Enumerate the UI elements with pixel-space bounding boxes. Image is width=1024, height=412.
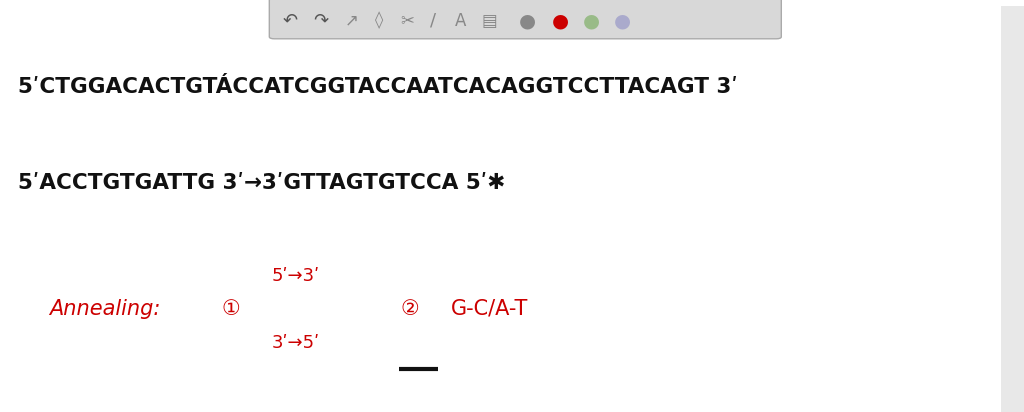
Text: ✂: ✂ <box>400 12 415 30</box>
Text: ●: ● <box>584 11 600 30</box>
Text: ▤: ▤ <box>481 12 498 30</box>
Text: 3ʹ→5ʹ: 3ʹ→5ʹ <box>271 334 319 352</box>
Text: ①: ① <box>221 299 240 318</box>
Text: ↷: ↷ <box>313 12 328 30</box>
Text: ◊: ◊ <box>375 12 383 30</box>
Text: 5ʹCTGGACACTGTÁCCATCGGTACCAATCACAGGTCCTTACAGT 3ʹ: 5ʹCTGGACACTGTÁCCATCGGTACCAATCACAGGTCCTTA… <box>18 77 738 98</box>
FancyBboxPatch shape <box>269 0 781 39</box>
Text: Annealing:: Annealing: <box>49 299 161 318</box>
Text: 5ʹACCTGTGATTG 3ʹ→3ʹGTTAGTGTCCA 5ʹ✱: 5ʹACCTGTGATTG 3ʹ→3ʹGTTAGTGTCCA 5ʹ✱ <box>18 173 506 193</box>
Text: ↗: ↗ <box>344 12 358 30</box>
FancyBboxPatch shape <box>1001 6 1024 412</box>
Text: G-C/A-T: G-C/A-T <box>451 299 528 318</box>
Text: A: A <box>455 12 467 30</box>
Text: 5ʹ→3ʹ: 5ʹ→3ʹ <box>271 267 319 285</box>
Text: ②: ② <box>400 299 419 318</box>
Text: ●: ● <box>519 11 536 30</box>
Text: ●: ● <box>552 11 568 30</box>
Text: /: / <box>430 12 436 30</box>
Text: ↶: ↶ <box>283 12 297 30</box>
Text: ●: ● <box>614 11 631 30</box>
